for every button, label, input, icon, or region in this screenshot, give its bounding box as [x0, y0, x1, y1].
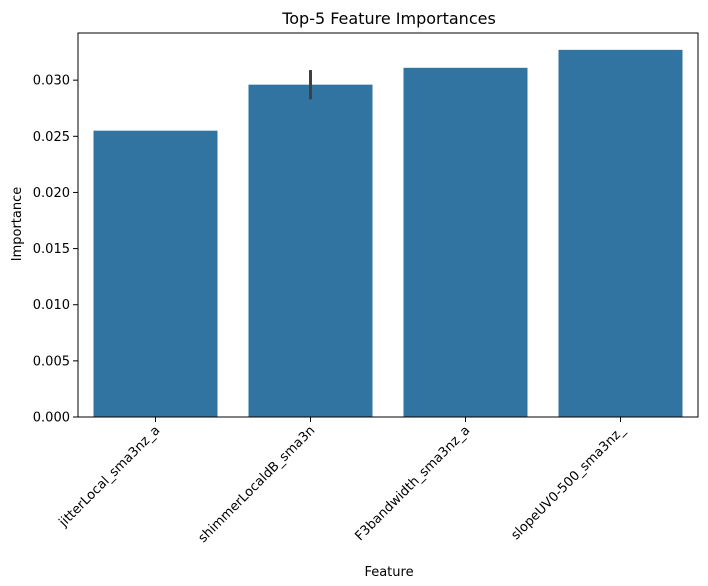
y-axis: 0.000 0.005 0.010 0.015 0.020 0.025 0.030 [33, 74, 78, 426]
y-tick-label-6: 0.025 [33, 130, 70, 145]
y-tick-label-4: 0.015 [33, 242, 70, 257]
bar-3 [403, 67, 528, 418]
x-tick-label-1: jitterLocal_sma3nz_a [56, 423, 164, 531]
x-tick-label-4: slopeUV0-500_sma3nz_ [508, 423, 628, 543]
bar-4 [558, 49, 683, 418]
y-tick-label-5: 0.020 [33, 186, 70, 201]
y-tick-label-3: 0.010 [33, 298, 70, 313]
x-tick-label-3: F3bandwidth_sma3nz_a [352, 423, 473, 544]
y-tick-label-1: 0.000 [33, 411, 70, 426]
y-tick-label-7: 0.030 [33, 74, 70, 89]
chart-title: Top-5 Feature Importances [281, 9, 496, 28]
x-axis: jitterLocal_sma3nz_a shimmerLocaldB_sma3n… [56, 417, 629, 546]
x-axis-title: Feature [364, 565, 413, 580]
bar-2 [248, 84, 373, 418]
plot-frame [77, 32, 699, 418]
x-tick-label-2: shimmerLocaldB_sma3n [196, 423, 319, 546]
y-tick-label-2: 0.005 [33, 354, 70, 369]
bars-group [93, 49, 683, 418]
bar-1 [93, 130, 218, 417]
y-axis-title: Importance [10, 187, 25, 262]
